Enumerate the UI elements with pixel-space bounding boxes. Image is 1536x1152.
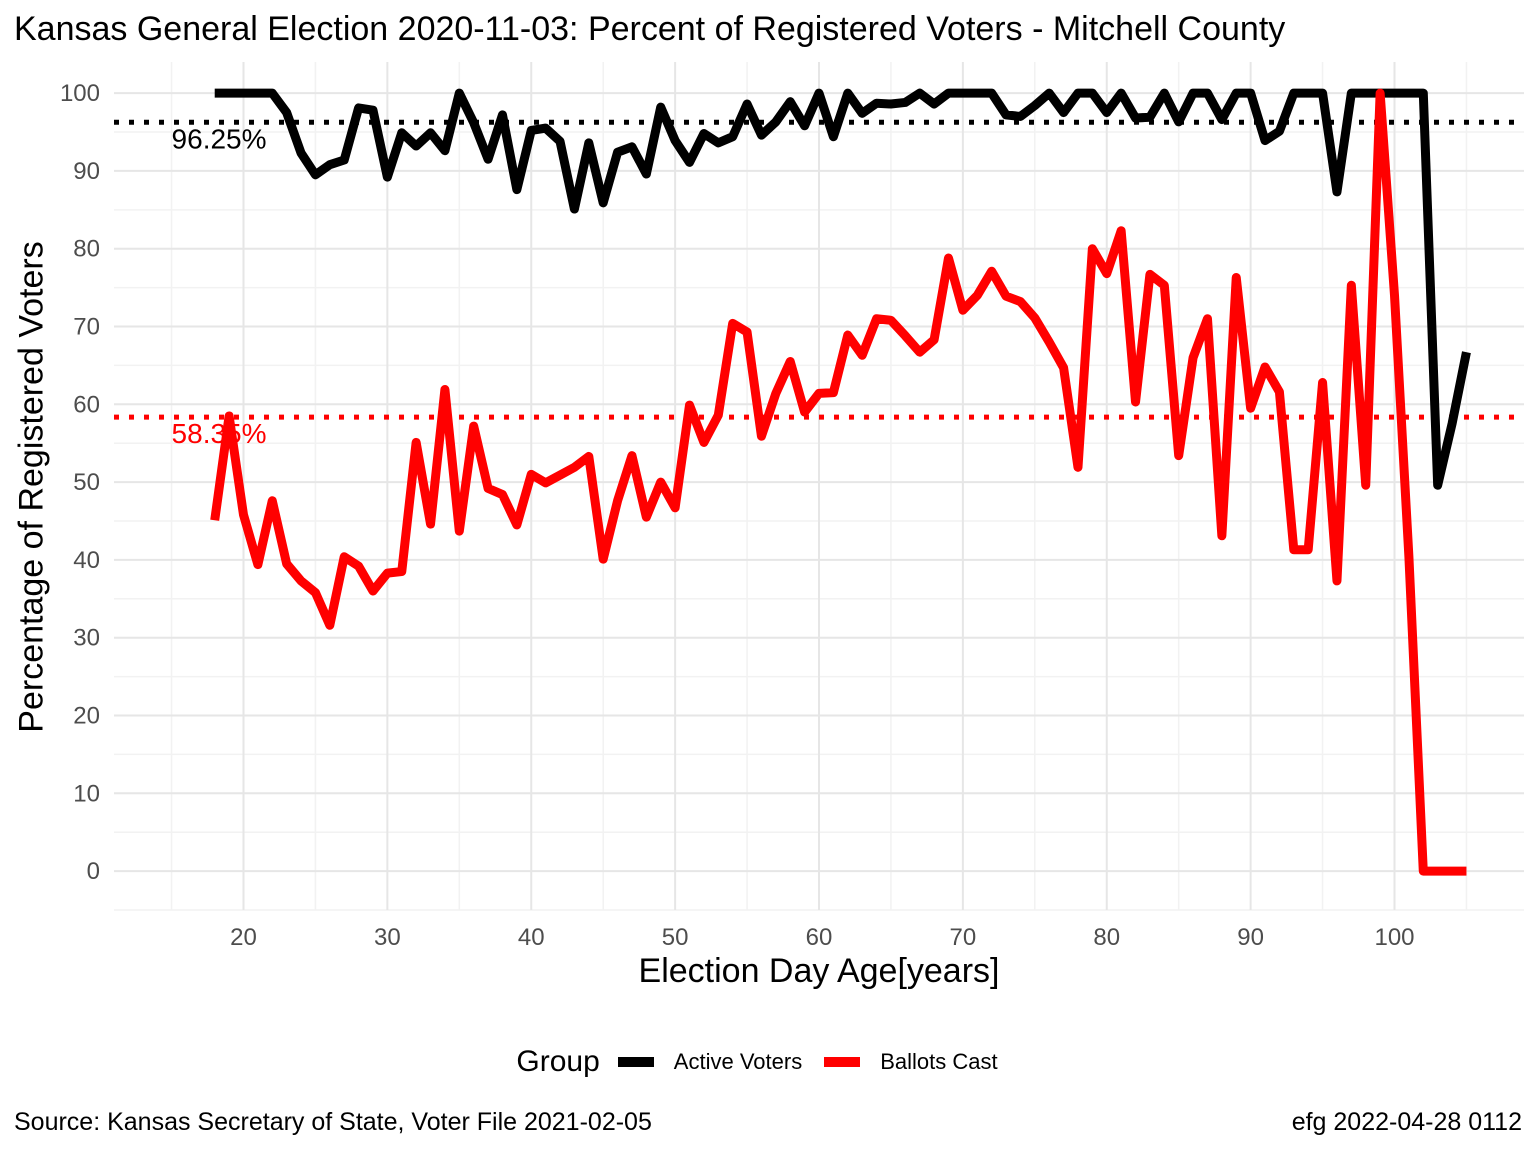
y-tick-label: 80 [73, 236, 100, 263]
series-line-ballots-cast [210, 88, 1467, 876]
source-note: Source: Kansas Secretary of State, Voter… [14, 1108, 652, 1136]
reference-label-1: 58.35% [172, 418, 267, 449]
y-tick-label: 20 [73, 703, 100, 730]
y-tick-label: 50 [73, 469, 100, 496]
legend-item-ballots-cast: Ballots Cast [824, 1049, 998, 1075]
legend: Group Active Voters Ballots Cast [0, 1040, 1536, 1084]
x-tick-label: 20 [230, 924, 257, 951]
y-tick-label: 0 [87, 858, 100, 885]
x-tick-label: 40 [518, 924, 545, 951]
x-axis-label: Election Day Age[years] [638, 952, 1000, 990]
y-tick-label: 10 [73, 780, 100, 807]
timestamp-note: efg 2022-04-28 0112 [1291, 1108, 1522, 1136]
x-tick-label: 50 [662, 924, 689, 951]
y-tick-label: 60 [73, 391, 100, 418]
x-tick-label: 70 [950, 924, 977, 951]
legend-label-ballots-cast: Ballots Cast [880, 1049, 998, 1074]
reference-lines [114, 119, 1524, 420]
reference-labels: 96.25% 58.35% [172, 123, 267, 449]
y-tick-label: 100 [60, 80, 100, 107]
legend-item-active-voters: Active Voters [617, 1049, 803, 1075]
y-tick-label: 70 [73, 314, 100, 341]
series-line-active-voters [214, 88, 1471, 490]
x-tick-labels: 20 30 40 50 60 70 80 90 100 [230, 924, 1414, 951]
series-lines [210, 88, 1471, 876]
legend-title: Group [516, 1045, 600, 1078]
x-tick-label: 80 [1093, 924, 1120, 951]
x-tick-label: 30 [374, 924, 401, 951]
reference-label-0: 96.25% [172, 123, 267, 154]
y-axis-label: Percentage of Registered Voters [12, 241, 51, 733]
y-tick-label: 40 [73, 547, 100, 574]
x-tick-label: 60 [806, 924, 833, 951]
y-tick-label: 90 [73, 158, 100, 185]
legend-key-ballots-cast [824, 1057, 861, 1067]
x-tick-label: 90 [1237, 924, 1264, 951]
y-tick-label: 30 [73, 625, 100, 652]
y-tick-labels: 0 10 20 30 40 50 60 70 80 90 100 [60, 80, 100, 885]
x-tick-label: 100 [1374, 924, 1414, 951]
legend-key-active-voters [617, 1057, 654, 1067]
chart-title: Kansas General Election 2020-11-03: Perc… [14, 10, 1286, 48]
legend-label-active-voters: Active Voters [673, 1049, 803, 1074]
